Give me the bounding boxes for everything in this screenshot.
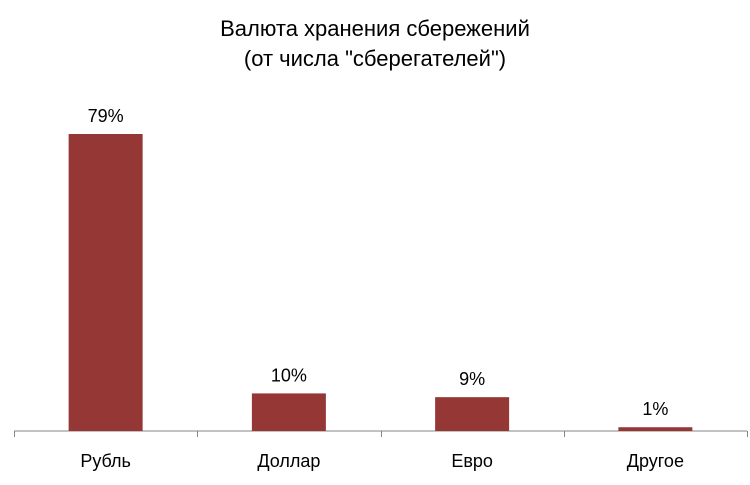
data-label: 1% <box>642 399 668 419</box>
bar <box>618 427 693 431</box>
x-tick-label: Евро <box>451 451 493 471</box>
data-label: 9% <box>459 369 485 389</box>
x-tick-label: Доллар <box>257 451 320 471</box>
bar <box>251 393 326 431</box>
bar <box>68 134 143 431</box>
data-label: 79% <box>88 106 124 126</box>
bar <box>435 397 510 431</box>
x-tick-label: Рубль <box>80 451 131 471</box>
chart-title: Валюта хранения сбережений <box>220 16 530 41</box>
chart-subtitle: (от числа "сберегателей") <box>243 46 507 71</box>
x-tick-label: Другое <box>627 451 684 471</box>
data-label: 10% <box>271 365 307 385</box>
